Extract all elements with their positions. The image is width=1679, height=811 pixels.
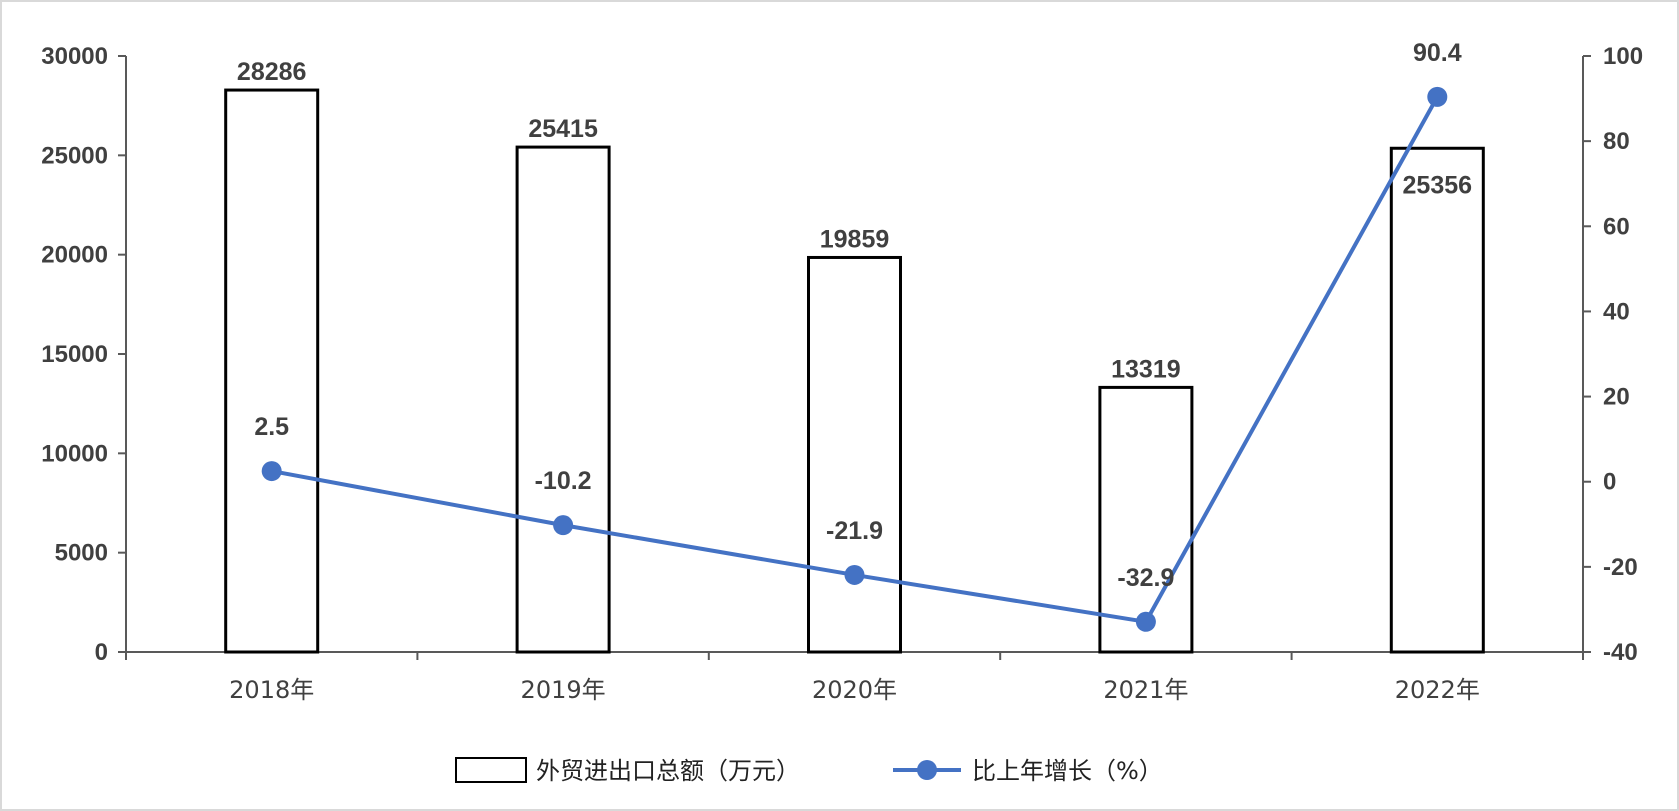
- bar: [515, 145, 611, 654]
- growth-value-label: 90.4: [1413, 39, 1462, 67]
- y-left-tick-label: 15000: [41, 341, 108, 368]
- growth-value-label: 2.5: [254, 413, 289, 441]
- y-left-tick-label: 0: [95, 639, 108, 666]
- legend-bar-label: 外贸进出口总额（万元）: [536, 757, 800, 785]
- legend-line-marker: [917, 760, 937, 780]
- x-category-label: 2019年: [521, 676, 606, 704]
- bar: [224, 88, 320, 654]
- y-right-tick-label: 100: [1603, 43, 1643, 70]
- growth-value-label: -10.2: [535, 467, 592, 495]
- x-category-label: 2018年: [229, 676, 314, 704]
- bar: [1098, 385, 1194, 654]
- y-right-tick-label: 60: [1603, 213, 1630, 240]
- y-left-tick-label: 30000: [41, 43, 108, 70]
- bar-value-label: 25415: [528, 115, 598, 143]
- y-left-tick-label: 25000: [41, 142, 108, 169]
- x-category-label: 2020年: [812, 676, 897, 704]
- y-right-tick-label: 80: [1603, 128, 1630, 155]
- x-category-label: 2021年: [1103, 676, 1188, 704]
- bar-value-label: 19859: [820, 225, 890, 253]
- growth-point: [844, 564, 865, 585]
- y-right-tick-label: 0: [1603, 469, 1616, 496]
- growth-point: [1427, 86, 1448, 107]
- y-right-tick-label: -40: [1603, 639, 1638, 666]
- y-left-tick-label: 5000: [55, 540, 108, 567]
- bar: [807, 255, 902, 654]
- growth-value-label: -32.9: [1117, 564, 1174, 592]
- y-right-tick-label: 40: [1603, 298, 1630, 325]
- bar: [1389, 146, 1485, 654]
- growth-point: [1135, 611, 1156, 632]
- legend-bar-swatch: [455, 757, 527, 783]
- growth-point: [553, 515, 574, 536]
- bar-value-label: 13319: [1111, 355, 1181, 383]
- x-category-label: 2022年: [1395, 676, 1480, 704]
- bar-value-label: 25356: [1403, 171, 1473, 199]
- legend-line-label: 比上年增长（%）: [972, 757, 1163, 785]
- y-right-tick-label: 20: [1603, 384, 1630, 411]
- bar-value-label: 28286: [237, 58, 307, 86]
- y-right-tick-label: -20: [1603, 554, 1638, 581]
- y-left-tick-label: 20000: [41, 242, 108, 269]
- growth-value-label: -21.9: [826, 517, 883, 545]
- growth-point: [261, 461, 282, 482]
- y-left-tick-label: 10000: [41, 440, 108, 467]
